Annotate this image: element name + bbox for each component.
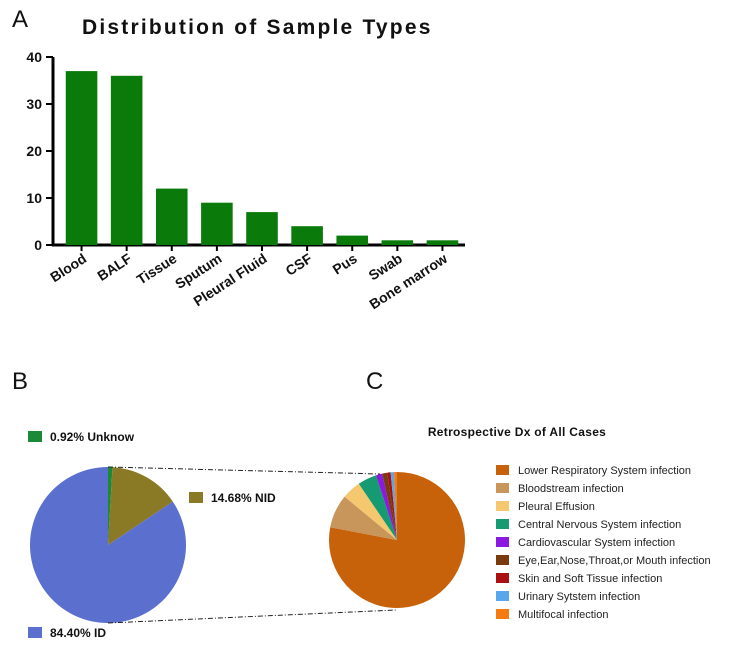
slice-eye-ear-nose-throat-or-mouth-infection <box>382 472 397 540</box>
panel-label-c: C <box>366 368 384 395</box>
slice-urinary-sytstem-infection <box>390 472 397 540</box>
legend-swatch-id <box>28 627 42 638</box>
legend-label-multifocal-infection: Multifocal infection <box>518 609 609 621</box>
panel-label-a: A <box>12 6 29 33</box>
legend-swatch-multifocal-infection <box>496 609 509 619</box>
pie-chart-id-nid: 0.92% Unknow 14.68% NID 84.40% ID <box>28 430 397 640</box>
legend-label-lower-respiratory-system-infection: Lower Respiratory System infection <box>518 465 691 477</box>
slice-nid <box>108 467 173 545</box>
bar-swab <box>381 240 414 245</box>
bar-pleural-fluid <box>246 212 278 245</box>
legend-swatch-urinary-sytstem-infection <box>496 591 509 601</box>
legend-label-pleural-effusion: Pleural Effusion <box>518 501 595 513</box>
pie-chart-retrospective-dx: Retrospective Dx of All Cases Lower Respi… <box>329 425 711 621</box>
bar-csf <box>291 226 323 245</box>
x-tick-label-blood: Blood <box>47 250 89 285</box>
y-tick-label: 30 <box>26 96 42 112</box>
legend-label-skin-and-soft-tissue-infection: Skin and Soft Tissue infection <box>518 573 662 585</box>
y-tick-label: 40 <box>26 49 42 65</box>
x-tick-label-balf: BALF <box>94 250 134 284</box>
legend-label-central-nervous-system-infection: Central Nervous System infection <box>518 519 681 531</box>
slice-unknow <box>108 467 113 545</box>
slice-label-nid: 14.68% NID <box>211 491 276 505</box>
legend-swatch-nid <box>189 492 203 503</box>
legend-swatch-cardiovascular-system-infection <box>496 537 509 547</box>
y-tick-label: 0 <box>34 237 42 253</box>
bar-blood <box>65 71 98 245</box>
slice-label-id: 84.40% ID <box>50 626 106 640</box>
legend-swatch-pleural-effusion <box>496 501 509 511</box>
bar-tissue <box>155 188 188 245</box>
legend-swatch-bloodstream-infection <box>496 483 509 493</box>
slice-id <box>30 467 187 623</box>
legend-swatch-lower-respiratory-system-infection <box>496 465 509 475</box>
slice-central-nervous-system-infection <box>358 475 397 540</box>
y-tick-label: 20 <box>26 143 42 159</box>
legend-label-cardiovascular-system-infection: Cardiovascular System infection <box>518 537 675 549</box>
bar-sputum <box>201 202 233 245</box>
bar-pus <box>336 235 369 245</box>
x-tick-label-tissue: Tissue <box>134 250 180 288</box>
slice-skin-and-soft-tissue-infection <box>387 472 397 540</box>
pie-c-title: Retrospective Dx of All Cases <box>428 425 606 439</box>
x-tick-label-bone-marrow: Bone marrow <box>366 250 450 312</box>
bar-bone-marrow <box>426 240 459 245</box>
legend-label-bloodstream-infection: Bloodstream infection <box>518 483 624 495</box>
slice-pleural-effusion <box>344 483 397 540</box>
bar-balf <box>110 75 143 245</box>
legend-label-eye-ear-nose-throat-or-mouth-infection: Eye,Ear,Nose,Throat,or Mouth infection <box>518 555 711 567</box>
legend-swatch-skin-and-soft-tissue-infection <box>496 573 509 583</box>
connector-line-top <box>107 466 381 475</box>
slice-label-unknow: 0.92% Unknow <box>50 430 135 444</box>
panel-label-b: B <box>12 368 29 395</box>
slice-bloodstream-infection <box>330 496 397 540</box>
bar-chart-title: Distribution of Sample Types <box>82 16 433 39</box>
legend-swatch-eye-ear-nose-throat-or-mouth-infection <box>496 555 509 565</box>
x-tick-label-csf: CSF <box>283 250 316 279</box>
slice-multifocal-infection <box>394 472 397 540</box>
x-tick-label-pus: Pus <box>330 250 360 278</box>
y-tick-label: 10 <box>26 190 42 206</box>
connector-line-bottom <box>107 609 397 624</box>
legend-label-urinary-sytstem-infection: Urinary Sytstem infection <box>518 591 640 603</box>
slice-cardiovascular-system-infection <box>375 473 397 540</box>
legend-swatch-unknow <box>28 431 42 442</box>
legend-swatch-central-nervous-system-infection <box>496 519 509 529</box>
